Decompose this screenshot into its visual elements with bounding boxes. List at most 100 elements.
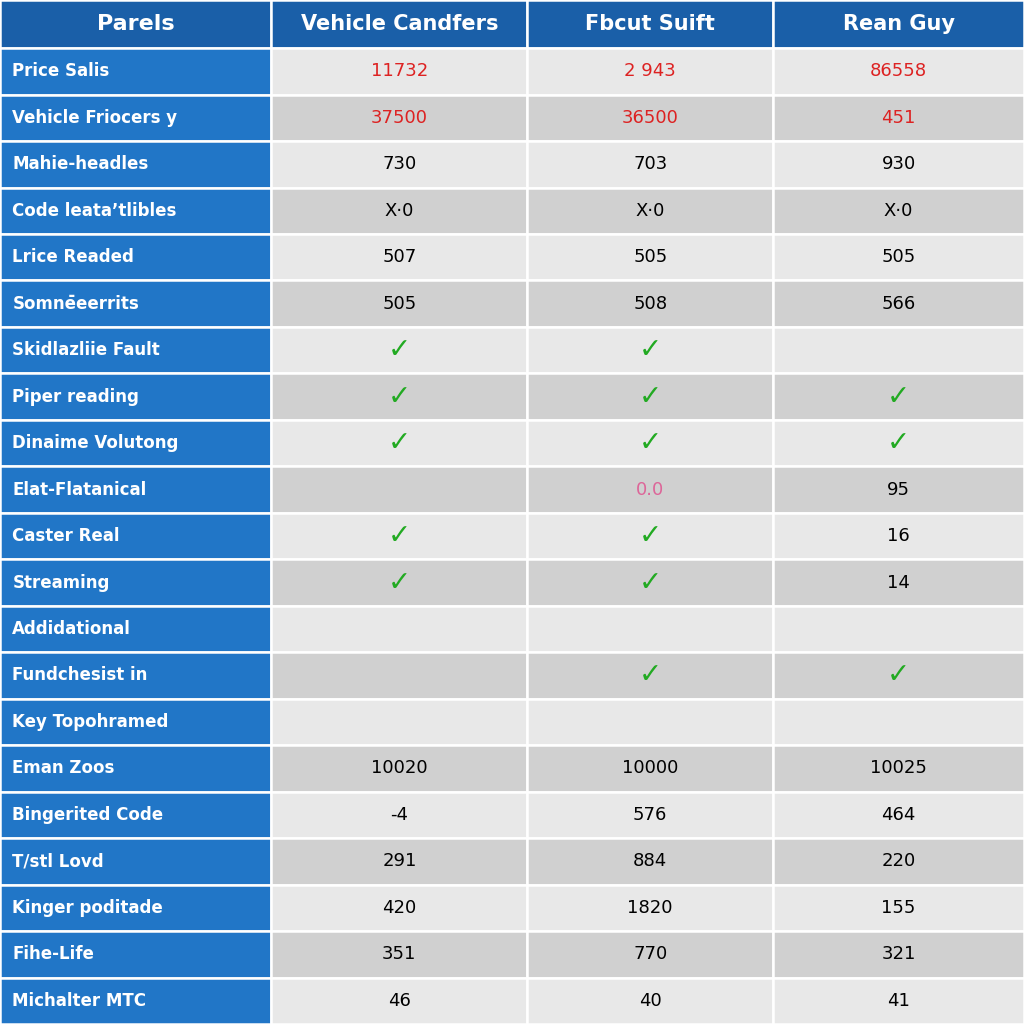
Text: 95: 95 <box>887 480 910 499</box>
Text: Bingerited Code: Bingerited Code <box>12 806 164 824</box>
Bar <box>271 327 527 374</box>
Text: 930: 930 <box>882 156 915 173</box>
Text: Rean Guy: Rean Guy <box>843 14 954 34</box>
Text: Skidlazliie Fault: Skidlazliie Fault <box>12 341 160 359</box>
Bar <box>527 141 773 187</box>
Text: Code leataʼtlibles: Code leataʼtlibles <box>12 202 177 220</box>
Text: 10025: 10025 <box>870 760 927 777</box>
Text: 508: 508 <box>633 295 668 312</box>
Text: 155: 155 <box>882 899 915 916</box>
Bar <box>527 187 773 234</box>
Text: 37500: 37500 <box>371 109 428 127</box>
Bar <box>773 698 1024 745</box>
Text: Vehicle Candfers: Vehicle Candfers <box>301 14 498 34</box>
Bar <box>271 745 527 792</box>
Bar <box>773 187 1024 234</box>
Bar <box>773 559 1024 606</box>
Bar <box>0 420 271 466</box>
Bar <box>527 48 773 94</box>
Text: -4: -4 <box>390 806 409 824</box>
Bar <box>527 792 773 838</box>
Text: ✓: ✓ <box>388 383 411 411</box>
Bar <box>0 513 271 559</box>
Text: Elat-Flatanical: Elat-Flatanical <box>12 480 146 499</box>
Bar <box>527 0 773 48</box>
Bar <box>527 327 773 374</box>
Text: 730: 730 <box>382 156 417 173</box>
Bar <box>773 745 1024 792</box>
Bar <box>0 374 271 420</box>
Bar <box>0 281 271 327</box>
Text: ✓: ✓ <box>887 383 910 411</box>
Text: ✓: ✓ <box>639 336 662 365</box>
Bar <box>271 281 527 327</box>
Bar <box>271 698 527 745</box>
Bar <box>773 281 1024 327</box>
Bar <box>527 374 773 420</box>
Bar <box>527 94 773 141</box>
Text: 41: 41 <box>887 992 910 1010</box>
Text: 291: 291 <box>382 852 417 870</box>
Text: 420: 420 <box>382 899 417 916</box>
Text: 451: 451 <box>882 109 915 127</box>
Bar <box>773 327 1024 374</box>
Bar <box>527 698 773 745</box>
Text: 14: 14 <box>887 573 910 592</box>
Text: Caster Real: Caster Real <box>12 527 120 545</box>
Bar <box>271 885 527 931</box>
Bar <box>0 327 271 374</box>
Text: ✓: ✓ <box>639 522 662 550</box>
Bar <box>527 978 773 1024</box>
Text: Fundchesist in: Fundchesist in <box>12 667 147 684</box>
Bar <box>527 420 773 466</box>
Text: 46: 46 <box>388 992 411 1010</box>
Bar <box>527 885 773 931</box>
Bar <box>773 374 1024 420</box>
Text: 11732: 11732 <box>371 62 428 80</box>
Bar <box>773 838 1024 885</box>
Text: ✓: ✓ <box>388 522 411 550</box>
Text: Fbcut Suift: Fbcut Suift <box>586 14 715 34</box>
Bar <box>773 931 1024 978</box>
Bar <box>773 792 1024 838</box>
Text: 1820: 1820 <box>628 899 673 916</box>
Bar <box>773 466 1024 513</box>
Bar <box>527 606 773 652</box>
Text: 0.0: 0.0 <box>636 480 665 499</box>
Bar <box>271 652 527 698</box>
Bar <box>0 187 271 234</box>
Bar <box>527 234 773 281</box>
Bar <box>773 513 1024 559</box>
Bar <box>0 94 271 141</box>
Text: ✓: ✓ <box>639 429 662 457</box>
Text: Fihe-Life: Fihe-Life <box>12 945 94 964</box>
Bar <box>773 885 1024 931</box>
Bar <box>773 978 1024 1024</box>
Bar <box>271 513 527 559</box>
Bar <box>773 94 1024 141</box>
Text: 884: 884 <box>633 852 668 870</box>
Bar <box>773 0 1024 48</box>
Text: Eman Zoos: Eman Zoos <box>12 760 115 777</box>
Bar <box>271 0 527 48</box>
Bar <box>527 559 773 606</box>
Text: 576: 576 <box>633 806 668 824</box>
Text: ✓: ✓ <box>388 568 411 597</box>
Bar <box>271 141 527 187</box>
Bar <box>773 234 1024 281</box>
Text: Key Topohramed: Key Topohramed <box>12 713 169 731</box>
Bar <box>271 48 527 94</box>
Text: ✓: ✓ <box>887 662 910 689</box>
Bar <box>0 0 271 48</box>
Text: 464: 464 <box>882 806 915 824</box>
Text: 505: 505 <box>882 248 915 266</box>
Bar <box>527 652 773 698</box>
Bar <box>0 698 271 745</box>
Bar <box>527 513 773 559</box>
Text: Lrice Readed: Lrice Readed <box>12 248 134 266</box>
Text: X·0: X·0 <box>884 202 913 220</box>
Bar <box>527 281 773 327</box>
Bar <box>271 559 527 606</box>
Text: 566: 566 <box>882 295 915 312</box>
Text: ✓: ✓ <box>639 383 662 411</box>
